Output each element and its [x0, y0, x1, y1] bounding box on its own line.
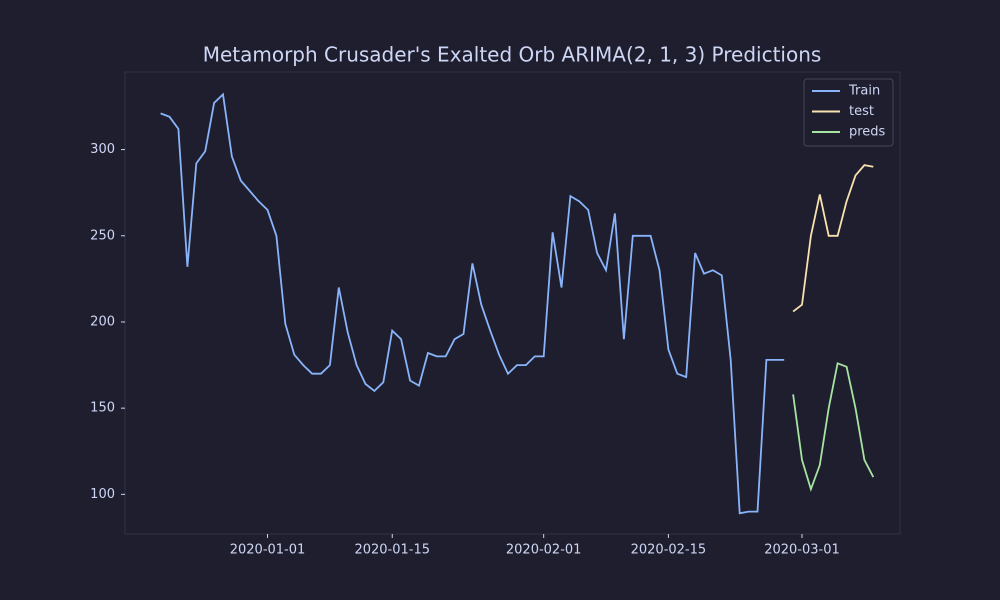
y-tick-label: 300	[90, 142, 115, 157]
x-tick-label: 2020-02-01	[506, 543, 582, 558]
x-tick-label: 2020-02-15	[631, 543, 707, 558]
legend-label: test	[849, 104, 874, 119]
legend-label: Train	[848, 84, 880, 99]
x-tick-label: 2020-01-01	[230, 543, 306, 558]
line	[792, 164, 874, 313]
y-tick-label: 250	[90, 228, 115, 243]
legend	[803, 78, 894, 147]
x-tick-label: 2020-03-01	[764, 543, 840, 558]
chart-title: Metamorph Crusader's Exalted Orb ARIMA(2…	[203, 43, 822, 67]
y-tick-label: 150	[90, 401, 115, 416]
x-tick-label: 2020-01-15	[354, 543, 430, 558]
line	[792, 362, 875, 493]
y-tick-label: 100	[90, 487, 115, 502]
y-tick-label: 200	[90, 314, 115, 329]
legend-label: preds	[849, 125, 886, 140]
line	[160, 92, 785, 515]
plot-area	[124, 71, 901, 535]
